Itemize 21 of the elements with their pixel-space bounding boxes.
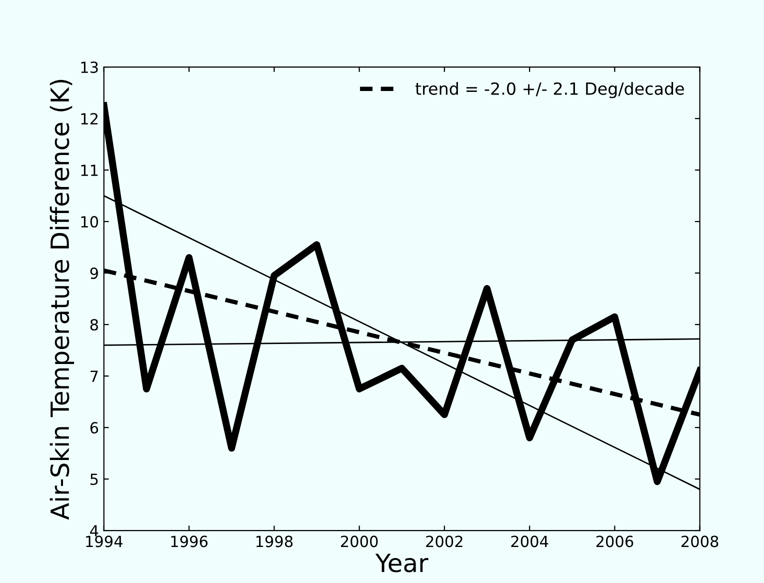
x-tick-label: 1998 [256, 536, 293, 548]
y-tick-label: 13 [81, 62, 98, 74]
x-tick-label: 2006 [596, 536, 634, 548]
y-tick-label: 6 [90, 422, 98, 434]
x-tick-label: 2004 [511, 536, 548, 548]
y-tick-label: 8 [90, 319, 98, 331]
y-axis-title: Air-Skin Temperature Difference (K) [50, 80, 74, 520]
y-tick-label: 11 [81, 164, 98, 176]
legend-label: trend = -2.0 +/- 2.1 Deg/decade [415, 82, 684, 98]
x-tick-label: 1996 [171, 536, 208, 548]
x-tick-label: 2002 [426, 536, 462, 548]
y-tick-label: 7 [90, 370, 98, 382]
y-tick-label: 5 [90, 474, 98, 486]
y-tick-label: 12 [81, 113, 98, 124]
x-tick-label: 1994 [86, 536, 122, 548]
x-axis-title: Year [375, 554, 428, 572]
y-tick-label: 9 [90, 268, 98, 280]
x-tick-label: 2000 [340, 536, 378, 548]
x-tick-label: 2008 [682, 536, 718, 548]
y-tick-label: 4 [90, 525, 98, 536]
y-tick-label: 10 [81, 216, 98, 228]
